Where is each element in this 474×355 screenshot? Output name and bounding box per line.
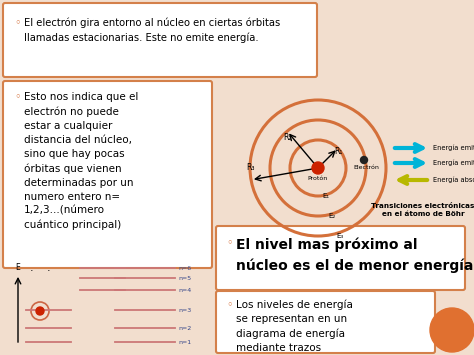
Text: R₁: R₁ (334, 147, 342, 156)
Text: ◦: ◦ (14, 92, 21, 102)
Text: E₁: E₁ (322, 193, 329, 199)
FancyBboxPatch shape (216, 291, 435, 353)
Text: R₂: R₂ (283, 133, 292, 142)
Text: n=2: n=2 (178, 326, 191, 331)
Text: Transiciones electrónicas
en el átomo de Böhr: Transiciones electrónicas en el átomo de… (371, 203, 474, 218)
Circle shape (36, 307, 44, 315)
Text: El nivel mas próximo al
núcleo es el de menor energía: El nivel mas próximo al núcleo es el de … (236, 238, 474, 273)
Text: n=4: n=4 (178, 288, 191, 293)
Text: Energía emitida: E₂ – E₁: Energía emitida: E₂ – E₁ (433, 160, 474, 166)
Text: n=5: n=5 (178, 275, 191, 280)
Text: n=1: n=1 (178, 339, 191, 344)
Circle shape (312, 162, 324, 174)
Text: Electrón: Electrón (353, 165, 379, 170)
Text: ·: · (47, 266, 51, 276)
Text: ◦: ◦ (226, 300, 233, 310)
Text: Protón: Protón (308, 176, 328, 181)
Text: Los niveles de energía
se representan en un
diagrama de energía
mediante trazos
: Los niveles de energía se representan en… (236, 300, 353, 355)
Text: Energía absorbeda: E₂ – E₁: Energía absorbeda: E₂ – E₁ (433, 177, 474, 183)
Text: Esto nos indica que el
electrón no puede
estar a cualquier
distancia del núcleo,: Esto nos indica que el electrón no puede… (24, 92, 138, 230)
FancyBboxPatch shape (3, 3, 317, 77)
FancyBboxPatch shape (3, 81, 212, 268)
Text: El electrón gira entorno al núcleo en ciertas órbitas
llamadas estacionarias. Es: El electrón gira entorno al núcleo en ci… (24, 18, 280, 43)
Text: n=6: n=6 (178, 266, 191, 271)
Text: ◦: ◦ (226, 238, 233, 248)
FancyBboxPatch shape (216, 226, 465, 290)
Text: n=3: n=3 (178, 307, 191, 312)
Text: ◦: ◦ (14, 18, 21, 28)
Text: E: E (16, 263, 20, 272)
Text: ·: · (30, 266, 34, 276)
Circle shape (430, 308, 474, 352)
Text: Energía emitida: E₃ – E₁: Energía emitida: E₃ – E₁ (433, 145, 474, 151)
Text: E₂: E₂ (328, 213, 335, 219)
Circle shape (361, 157, 367, 164)
Text: R₃: R₃ (246, 163, 255, 172)
Text: E₃: E₃ (336, 233, 343, 239)
